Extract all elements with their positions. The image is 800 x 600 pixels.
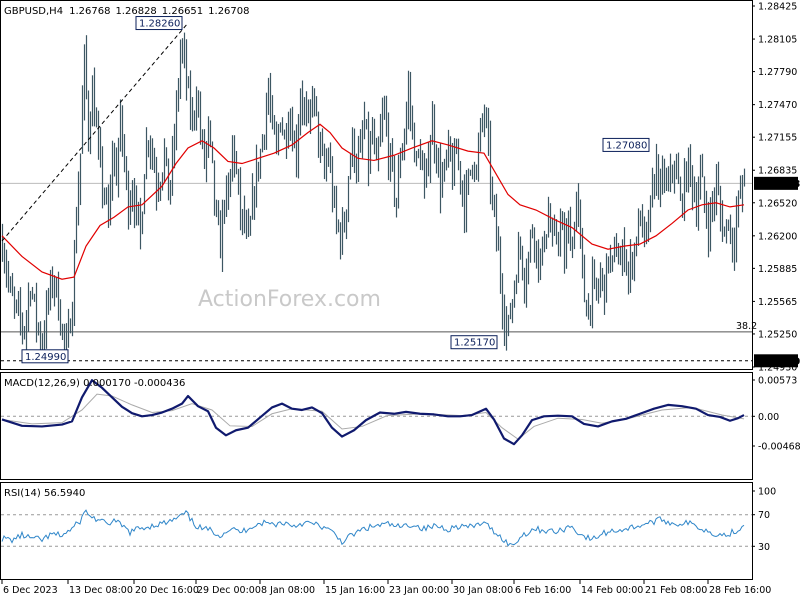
time-tick-label: 6 Dec 2023 bbox=[3, 585, 58, 596]
price-tick-label: 1.26835 bbox=[758, 166, 797, 177]
price-tick-label: 1.25565 bbox=[758, 297, 797, 308]
macd-line bbox=[1, 379, 745, 446]
macd-axis: 0.00573 0.00 -0.004685 bbox=[752, 376, 800, 453]
annotation-box bbox=[135, 16, 183, 31]
time-tick-label: 6 Feb 16:00 bbox=[515, 585, 571, 596]
watermark: ActionForex.com bbox=[198, 287, 381, 312]
rsi-label: RSI(14) 56.5940 bbox=[4, 488, 85, 499]
low-value: 1.26651 bbox=[162, 6, 203, 17]
price-tick-label: 1.27790 bbox=[758, 67, 797, 78]
rsi-pane-border bbox=[0, 482, 753, 580]
price-tick-label: 1.25885 bbox=[758, 264, 797, 275]
rsi-tick-label: 100 bbox=[758, 487, 776, 498]
macd-tick-label: 0.00573 bbox=[758, 376, 797, 387]
annotation-label: 1.25170 bbox=[454, 338, 495, 349]
price-tick-label: 1.27155 bbox=[758, 133, 797, 144]
rsi-line bbox=[1, 509, 745, 547]
price-bars bbox=[1, 32, 746, 361]
rsi-axis: 100 70 30 bbox=[752, 487, 776, 553]
macd-lines bbox=[1, 379, 745, 446]
price-axis: 1.28425 1.28105 1.27790 1.27470 1.27155 1.268… bbox=[752, 2, 797, 374]
time-tick-label: 21 Feb 08:00 bbox=[645, 585, 707, 596]
price-tick-label: 1.26520 bbox=[758, 198, 797, 209]
rsi-grid bbox=[1, 514, 752, 547]
annotation-box bbox=[602, 137, 650, 152]
time-tick-label: 14 Feb 00:00 bbox=[581, 585, 643, 596]
price-tick-label: 1.27470 bbox=[758, 100, 797, 111]
low-level-label: 1.24990 bbox=[757, 356, 800, 367]
current-price-box bbox=[754, 176, 798, 190]
fib-level-label: 38.2 bbox=[736, 321, 757, 332]
annotation-box bbox=[21, 349, 69, 364]
symbol-name: GBPUSD,H4 bbox=[4, 6, 63, 17]
time-tick-label: 28 Feb 16:00 bbox=[709, 585, 771, 596]
annotation-box bbox=[450, 335, 498, 350]
annotation-label: 1.28260 bbox=[139, 19, 180, 30]
current-price-label: 1.26708 bbox=[757, 179, 800, 190]
annotation-label: 1.27080 bbox=[606, 140, 647, 151]
symbol-label: GBPUSD,H4 1.26768 1.26828 1.26651 1.26708 bbox=[4, 6, 250, 17]
macd-pane-border bbox=[0, 372, 753, 480]
price-tick-label: 1.24930 bbox=[758, 363, 797, 374]
time-tick-label: 20 Dec 16:00 bbox=[135, 585, 199, 596]
time-tick-label: 23 Jan 00:00 bbox=[389, 585, 449, 596]
rsi-tick-label: 70 bbox=[758, 510, 770, 521]
trendline bbox=[1, 22, 189, 242]
main-grid: 38.2 bbox=[1, 182, 757, 362]
annotation-label: 1.24990 bbox=[25, 352, 66, 363]
macd-tick-label: -0.004685 bbox=[758, 442, 800, 453]
main-overlays bbox=[1, 22, 745, 280]
time-tick-label: 29 Dec 00:00 bbox=[197, 585, 261, 596]
main-pane-border bbox=[0, 0, 753, 370]
price-tick-label: 1.25250 bbox=[758, 329, 797, 340]
time-tick-label: 30 Jan 08:00 bbox=[453, 585, 513, 596]
time-tick-label: 8 Jan 08:00 bbox=[261, 585, 315, 596]
time-tick-label: 15 Jan 16:00 bbox=[325, 585, 385, 596]
time-tick-label: 13 Dec 08:00 bbox=[69, 585, 133, 596]
close-value: 1.26708 bbox=[208, 6, 249, 17]
macd-tick-label: 0.00 bbox=[758, 412, 779, 423]
price-annotations: 1.28260 1.27080 1.25170 1.24990 1.26708 1.249… bbox=[21, 16, 800, 368]
rsi-tick-label: 30 bbox=[758, 542, 770, 553]
macd-signal-line bbox=[1, 393, 745, 440]
open-value: 1.26768 bbox=[69, 6, 110, 17]
moving-average-line bbox=[1, 123, 745, 280]
high-value: 1.26828 bbox=[115, 6, 156, 17]
rsi-lines bbox=[1, 509, 745, 547]
price-tick-label: 1.28105 bbox=[758, 35, 797, 46]
price-tick-label: 1.28425 bbox=[758, 2, 797, 13]
macd-label: MACD(12,26,9) 0.000170 -0.000436 bbox=[4, 378, 185, 389]
price-tick-label: 1.26200 bbox=[758, 231, 797, 242]
low-level-box bbox=[754, 354, 798, 368]
